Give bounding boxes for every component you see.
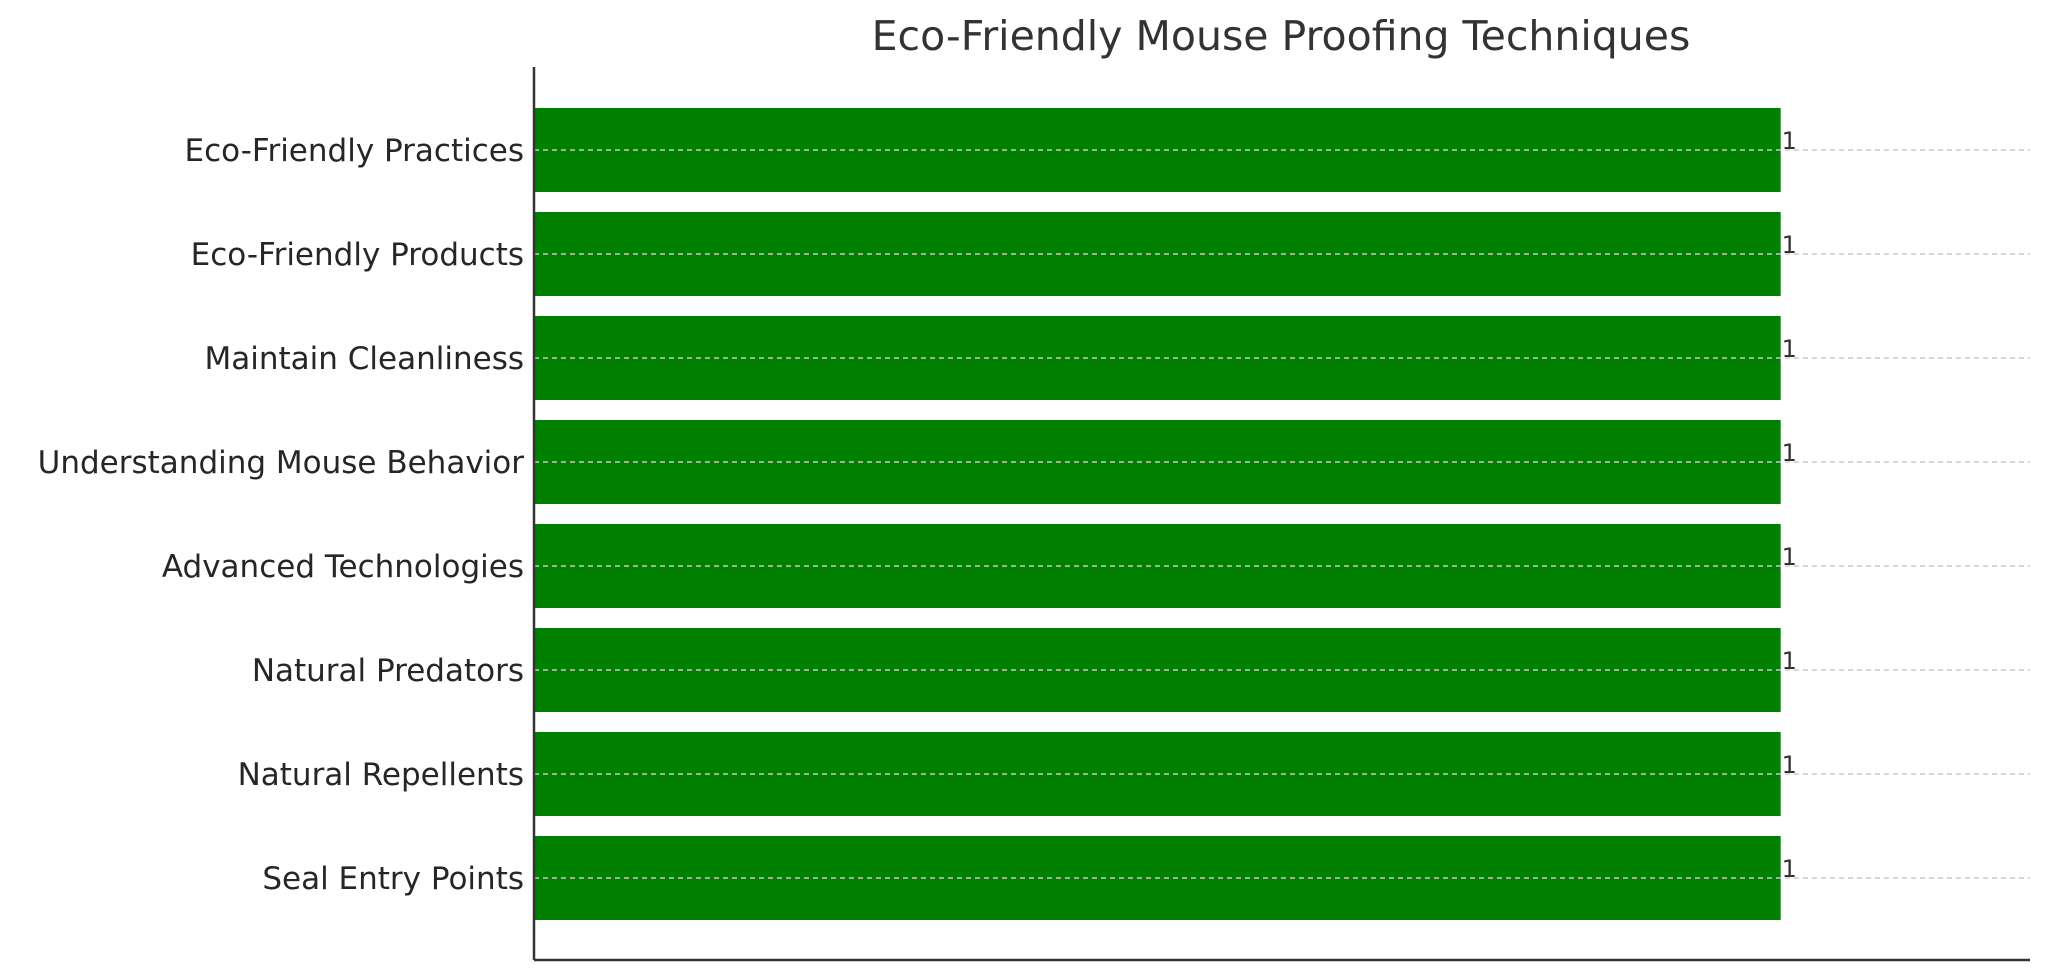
chart-title: Eco-Friendly Mouse Proofing Techniques [872,12,1691,60]
category-label: Understanding Mouse Behavior [38,445,525,481]
category-label: Eco-Friendly Practices [185,133,524,169]
data-label: 1 [1782,647,1797,675]
category-label: Natural Repellents [238,757,524,793]
category-label: Eco-Friendly Products [191,237,524,273]
data-label: 1 [1782,543,1797,571]
data-label: 1 [1782,127,1797,155]
bars [534,108,1781,920]
data-label: 1 [1782,231,1797,259]
data-label: 1 [1782,335,1797,363]
category-labels: Seal Entry Points Natural Repellents Natur… [38,133,525,897]
category-label: Maintain Cleanliness [205,341,525,377]
data-label: 1 [1782,439,1797,467]
data-labels: 1 1 1 1 1 1 1 1 [1782,127,1797,883]
data-label: 1 [1782,751,1797,779]
category-label: Seal Entry Points [262,861,524,897]
category-label: Advanced Technologies [162,549,524,585]
category-label: Natural Predators [252,653,524,689]
grid-lines [534,149,2030,879]
data-label: 1 [1782,855,1797,883]
